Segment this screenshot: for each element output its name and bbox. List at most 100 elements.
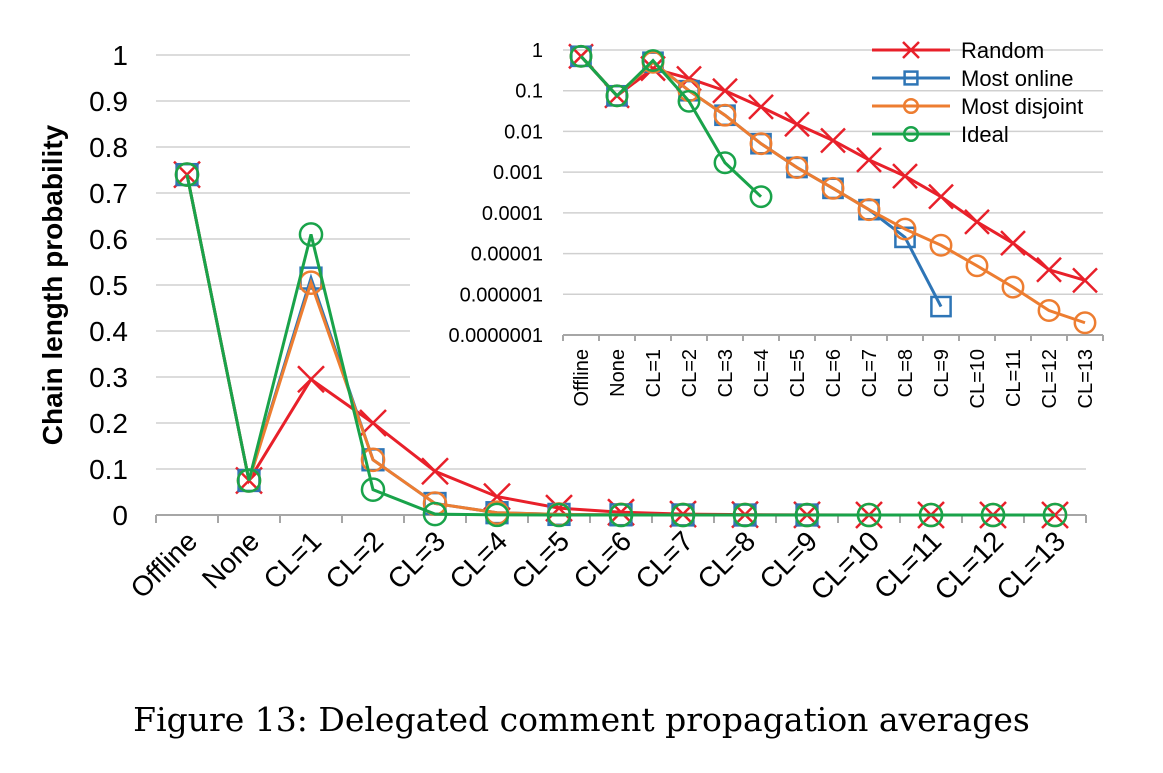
main-point-random	[421, 457, 449, 486]
inset-point-random	[892, 163, 918, 189]
main-point-ideal	[174, 162, 200, 187]
main-x-tick-label: CL=8	[691, 525, 761, 595]
main-x-tick-label: CL=5	[505, 525, 575, 595]
inset-x-tick-label: CL=1	[643, 349, 665, 397]
main-point-ideal	[298, 222, 324, 247]
inset-point-random	[820, 127, 846, 154]
inset-series-line-most-disjoint	[579, 55, 1086, 325]
main-x-tick-label: CL=11	[868, 525, 947, 604]
inset-point-random	[712, 77, 738, 104]
main-x-tick-label: CL=4	[443, 525, 513, 595]
inset-series-ideal	[569, 44, 773, 209]
inset-point-ideal	[749, 185, 773, 209]
inset-point-ideal	[677, 89, 701, 113]
inset-y-tick-label: 0.001	[493, 162, 543, 184]
inset-point-most-disjoint	[1001, 275, 1025, 299]
main-y-tick-label: 0.9	[89, 86, 128, 117]
inset-point-most-online	[930, 295, 952, 318]
inset-point-random	[784, 111, 810, 138]
main-point-ideal	[236, 468, 262, 493]
main-point-ideal	[608, 502, 634, 528]
figure-caption: Figure 13: Delegated comment propagation…	[133, 700, 1030, 739]
main-x-tick-label: CL=13	[990, 525, 1071, 606]
main-point-ideal	[484, 502, 510, 528]
inset-background	[410, 30, 1113, 440]
main-point-ideal	[422, 501, 448, 527]
inset-point-ideal	[713, 151, 737, 175]
main-point-most-disjoint	[360, 447, 386, 473]
main-x-tick-label: CL=1	[257, 525, 327, 595]
main-x-tick-label: CL=7	[629, 525, 699, 595]
main-y-tick-label: 0.4	[89, 316, 128, 347]
main-point-ideal	[980, 502, 1006, 528]
main-y-tick-label: 0	[112, 500, 128, 531]
main-point-ideal	[794, 502, 820, 528]
main-point-random	[545, 494, 573, 522]
inset-x-tick-label: CL=9	[931, 349, 953, 397]
inset-x-tick-label: None	[607, 349, 629, 397]
inset-point-most-disjoint	[1073, 311, 1097, 335]
inset-x-tick-label: CL=10	[967, 349, 989, 409]
legend-entry-most-online: Most online	[872, 66, 1074, 91]
main-point-ideal	[918, 502, 944, 528]
inset-x-tick-label: Offline	[571, 349, 593, 406]
inset-point-most-disjoint	[785, 156, 809, 179]
inset-y-tick-label: 0.1	[515, 81, 543, 103]
inset-legend: Random Most online Most disjoint Ideal	[872, 38, 1083, 147]
main-y-tick-label: 0.3	[89, 362, 128, 393]
main-point-ideal	[856, 502, 882, 528]
inset-point-ideal	[605, 84, 629, 108]
main-point-ideal	[732, 502, 758, 528]
main-y-tick-label: 1	[112, 40, 128, 71]
inset-point-most-disjoint	[713, 103, 737, 127]
inset-point-random	[928, 183, 954, 210]
inset-point-random	[1072, 267, 1098, 294]
main-x-tick-label: CL=2	[319, 525, 389, 595]
main-point-ideal	[670, 502, 696, 528]
inset-point-most-disjoint	[1037, 299, 1061, 322]
inset-point-most-disjoint	[929, 233, 953, 257]
legend-swatch-marker	[902, 97, 920, 115]
legend-label: Random	[961, 38, 1044, 63]
legend-label: Ideal	[961, 122, 1009, 147]
main-y-axis-label: Chain length probability	[37, 124, 68, 445]
legend-label: Most online	[961, 66, 1074, 91]
inset-y-tick-label: 0.00001	[471, 244, 543, 266]
main-point-ideal	[1042, 502, 1068, 528]
inset-point-most-disjoint	[893, 217, 917, 241]
inset-x-tick-label: CL=4	[751, 349, 773, 397]
legend-swatch-marker	[902, 125, 920, 143]
inset-y-tick-label: 0.01	[504, 121, 543, 143]
inset-y-tick-label: 0.000001	[460, 284, 543, 306]
main-point-ideal	[546, 502, 572, 528]
legend-entry-most-disjoint: Most disjoint	[872, 94, 1083, 119]
figure-chart: 00.10.20.30.40.50.60.70.80.91OfflineNone…	[37, 30, 1113, 607]
main-x-tick-label: None	[196, 525, 265, 594]
inset-y-tick-label: 0.0000001	[448, 325, 543, 347]
inset-x-tick-label: CL=8	[895, 349, 917, 397]
inset-x-tick-label: CL=13	[1075, 349, 1097, 409]
main-y-tick-label: 0.8	[89, 132, 128, 163]
inset-point-ideal	[641, 49, 665, 73]
inset-x-tick-label: CL=11	[1003, 349, 1025, 407]
main-y-tick-label: 0.6	[89, 224, 128, 255]
main-x-tick-label: CL=12	[928, 525, 1009, 606]
legend-entry-random: Random	[872, 38, 1044, 63]
inset-series-line-ideal	[579, 55, 763, 198]
legend-entry-ideal: Ideal	[872, 122, 1009, 147]
inset-y-tick-label: 1	[532, 40, 543, 62]
inset-point-random	[1000, 230, 1026, 257]
inset-point-random	[748, 94, 774, 120]
inset-y-tick-label: 0.0001	[482, 203, 543, 225]
inset-x-tick-label: CL=7	[859, 349, 881, 397]
inset-point-most-disjoint	[749, 132, 773, 156]
inset-point-random	[964, 209, 990, 235]
legend-label: Most disjoint	[961, 94, 1083, 119]
inset-x-tick-label: CL=2	[679, 349, 701, 397]
inset-x-tick-label: CL=12	[1039, 349, 1061, 409]
main-x-tick-label: CL=6	[567, 525, 637, 595]
legend-swatch-marker	[902, 41, 920, 59]
main-x-tick-label: Offline	[124, 525, 203, 604]
main-series-ideal	[174, 162, 1068, 528]
main-point-random	[297, 365, 325, 394]
